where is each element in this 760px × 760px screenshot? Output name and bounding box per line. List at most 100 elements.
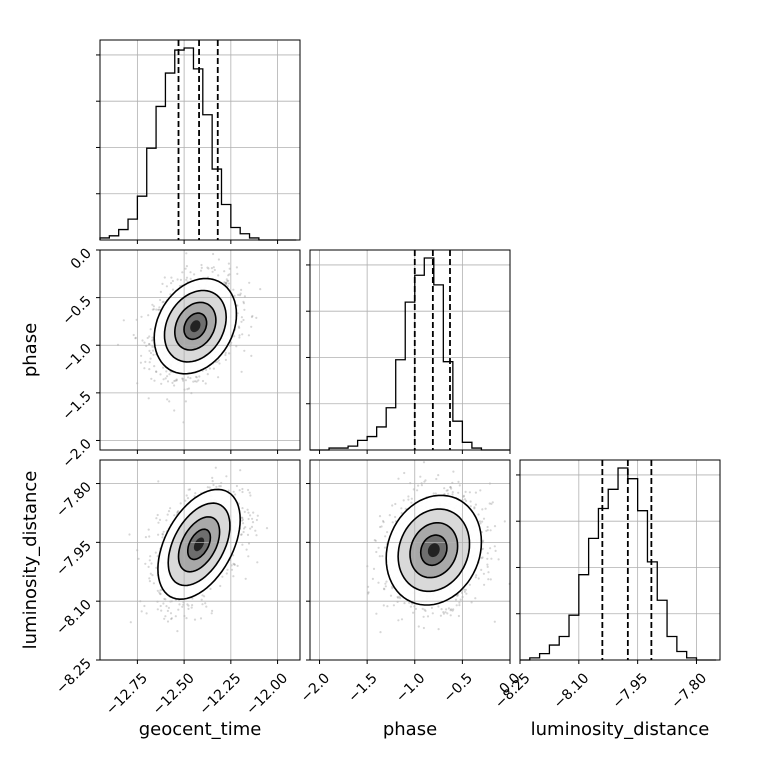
scatter-point xyxy=(186,603,189,606)
scatter-point xyxy=(240,519,244,522)
scatter-point xyxy=(160,382,163,385)
scatter-point xyxy=(205,605,208,608)
scatter-point xyxy=(426,615,430,618)
scatter-point xyxy=(238,294,242,297)
scatter-point xyxy=(191,604,194,607)
scatter-point xyxy=(240,320,243,323)
scatter-point xyxy=(207,267,210,270)
scatter-point xyxy=(437,474,440,477)
x-tick-label: −2.0 xyxy=(298,670,333,705)
scatter-point xyxy=(176,510,179,514)
scatter-point xyxy=(226,285,229,288)
scatter-point xyxy=(497,558,500,561)
scatter-point xyxy=(382,521,385,524)
scatter-point xyxy=(446,489,449,492)
scatter-point xyxy=(432,492,435,495)
contour-line xyxy=(183,312,208,341)
x-tick-label: −12.50 xyxy=(150,670,198,718)
scatter-point xyxy=(373,539,376,542)
contour-line xyxy=(167,502,231,587)
density-level xyxy=(193,537,205,552)
scatter-point xyxy=(193,495,196,498)
scatter-point xyxy=(452,470,455,473)
scatter-point xyxy=(212,367,215,370)
scatter-point xyxy=(493,620,496,623)
x-axis-label: luminosity_distance xyxy=(531,719,710,740)
scatter-point xyxy=(422,626,425,630)
scatter-point xyxy=(238,489,241,492)
scatter-point xyxy=(372,567,376,571)
scatter-point xyxy=(443,487,446,490)
scatter-point xyxy=(458,604,461,607)
x-tick-label: −1.5 xyxy=(345,670,380,705)
scatter-point xyxy=(391,521,394,524)
scatter-point xyxy=(134,337,137,340)
scatter-point xyxy=(208,486,211,489)
scatter-point xyxy=(252,511,255,514)
histogram-luminosity_distance xyxy=(520,467,717,661)
scatter-point xyxy=(148,535,151,538)
scatter-point xyxy=(122,319,125,322)
y-tick-label: −7.95 xyxy=(53,538,95,580)
scatter-point xyxy=(486,565,489,569)
scatter-point xyxy=(210,612,213,615)
x-tick-label: −8.10 xyxy=(551,670,593,712)
scatter-point xyxy=(248,281,251,284)
scatter-point xyxy=(490,557,493,560)
scatter-point xyxy=(137,557,140,560)
scatter-point xyxy=(227,262,230,265)
scatter-point xyxy=(173,379,176,383)
scatter-point xyxy=(371,577,374,581)
scatter-point xyxy=(144,536,147,539)
scatter-point xyxy=(239,292,242,295)
scatter-point xyxy=(459,598,462,601)
scatter-point xyxy=(398,595,401,598)
scatter-point xyxy=(211,480,214,483)
scatter-point xyxy=(212,483,215,487)
scatter-point xyxy=(188,488,192,491)
scatter-point xyxy=(491,501,494,504)
scatter-point xyxy=(162,602,165,605)
scatter-point xyxy=(149,555,152,558)
scatter-point xyxy=(195,376,198,379)
scatter-point xyxy=(408,601,411,604)
scatter-point xyxy=(486,563,489,566)
scatter-point xyxy=(163,276,166,279)
scatter-point xyxy=(184,267,187,270)
panel-frame xyxy=(99,249,301,451)
scatter-point xyxy=(224,282,227,285)
scatter-point xyxy=(168,400,171,403)
scatter-point xyxy=(248,491,251,494)
contour-line xyxy=(397,508,471,593)
scatter-point xyxy=(147,528,150,531)
scatter-point xyxy=(176,278,179,281)
scatter-point xyxy=(159,298,162,302)
scatter-point xyxy=(240,533,243,536)
scatter-point xyxy=(236,272,239,275)
scatter-point xyxy=(175,379,178,382)
scatter-point xyxy=(189,277,192,280)
scatter-point xyxy=(141,339,144,342)
scatter-point xyxy=(206,486,209,489)
scatter-point xyxy=(479,522,482,525)
scatter-point xyxy=(157,521,160,524)
scatter-point xyxy=(242,300,245,303)
scatter-point xyxy=(233,563,236,566)
scatter-point xyxy=(174,379,177,382)
scatter-point xyxy=(158,306,161,309)
scatter-point xyxy=(177,608,180,611)
scatter-point xyxy=(151,574,154,577)
scatter-point xyxy=(382,604,385,607)
scatter-point xyxy=(218,362,221,365)
scatter-point xyxy=(240,370,243,373)
scatter-point xyxy=(217,376,220,379)
scatter-point xyxy=(149,351,153,355)
scatter-point xyxy=(384,535,387,538)
scatter-point xyxy=(399,597,402,600)
scatter-point xyxy=(397,477,400,480)
y-tick-label: 0.0 xyxy=(68,246,95,273)
scatter-point xyxy=(469,500,472,503)
scatter-point xyxy=(493,545,496,548)
x-tick-label: −12.75 xyxy=(103,670,151,718)
scatter-point xyxy=(379,631,382,634)
